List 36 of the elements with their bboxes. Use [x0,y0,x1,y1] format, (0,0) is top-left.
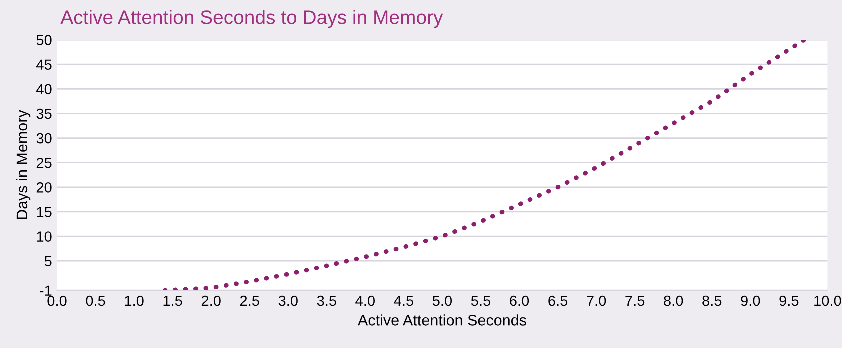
y-tick-label: 10 [37,232,52,242]
x-tick-label: 5.0 [432,296,452,306]
x-tick-label: 8.5 [702,296,722,306]
y-axis-title: Days in Memory [16,110,31,220]
y-tick-label: 25 [36,158,52,168]
x-tick-label: 9.5 [780,296,799,306]
y-tick-label: 15 [37,207,52,218]
line-series [162,40,807,291]
x-tick-label: 3.5 [317,296,336,306]
x-tick-label: 7.0 [587,296,606,306]
y-tick-label: 50 [36,35,52,46]
x-tick-label: 6.5 [548,296,568,306]
x-tick-label: 5.5 [471,296,491,306]
y-tick-label: 30 [36,133,52,144]
x-tick-label: 9.0 [741,296,760,306]
x-tick-label: 4.5 [394,296,414,306]
y-tick-label: 5 [44,256,52,267]
y-tick-label: 35 [36,108,52,120]
x-tick-label: 6.0 [510,296,530,306]
x-tick-label: 1.0 [125,296,144,306]
x-tick-label: 8.0 [664,296,684,306]
x-tick-label: 2.5 [240,296,260,306]
x-tick-label: 0.5 [86,296,106,306]
x-tick-label: 3.0 [278,296,298,306]
x-axis-title: Active Attention Seconds [358,314,526,326]
x-tick-label: 0.0 [48,296,67,306]
x-tick-label: 2.0 [202,296,221,306]
x-tick-label: 1.5 [164,296,182,306]
x-tick-label: 7.5 [626,296,645,306]
y-tick-label: 45 [36,60,52,70]
y-tick-label: 20 [36,182,52,193]
x-tick-label: 10.0 [814,296,842,306]
chart-title: Active Attention Seconds to Days in Memory [60,10,444,28]
y-tick-label: -1 [40,286,52,296]
y-tick-label: 40 [36,84,52,95]
x-tick-label: 4.0 [356,296,375,306]
